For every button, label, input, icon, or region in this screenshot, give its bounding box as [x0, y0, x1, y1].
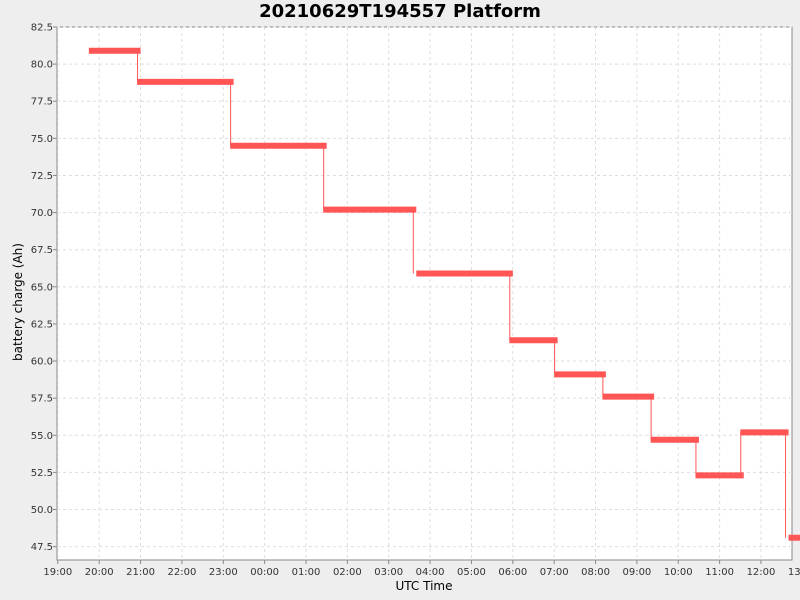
y-tick-label: 67.5	[31, 245, 53, 256]
chart-title: 20210629T194557 Platform	[259, 1, 541, 22]
y-tick-label: 52.5	[31, 468, 53, 479]
series-battery-charge	[88, 47, 800, 541]
x-tick-label: 06:00	[498, 567, 527, 578]
x-tick-label: 02:00	[333, 567, 362, 578]
y-tick-label: 62.5	[31, 319, 53, 330]
y-axis-label: battery charge (Ah)	[11, 243, 25, 361]
x-tick-label: 23:00	[209, 567, 238, 578]
axes: 47.5 50.0 52.5 55.0 57.5 60.0 62.5 65.0 67.5 70.0…	[31, 23, 800, 579]
y-tick-label: 57.5	[31, 394, 53, 405]
y-tick-label: 75.0	[31, 134, 53, 145]
y-tick-label: 77.5	[31, 97, 53, 108]
x-tick-label: 09:00	[622, 567, 651, 578]
y-tick-label: 60.0	[31, 357, 53, 368]
y-tick-label: 70.0	[31, 208, 53, 219]
y-tick-label: 47.5	[31, 542, 53, 553]
x-tick-label: 22:00	[167, 567, 196, 578]
x-tick-label: 20:00	[85, 567, 114, 578]
plot-area	[56, 26, 793, 561]
x-tick-label: 05:00	[457, 567, 486, 578]
x-tick-label: 13:00	[788, 567, 800, 578]
y-tick-label: 82.5	[31, 23, 53, 34]
x-tick-label: 12:00	[747, 567, 776, 578]
y-tick-label: 80.0	[31, 60, 53, 71]
grid	[57, 26, 792, 560]
x-tick-label: 03:00	[374, 567, 403, 578]
x-axis-label: UTC Time	[396, 579, 453, 593]
x-tick-label: 08:00	[581, 567, 610, 578]
x-tick-label: 11:00	[705, 567, 734, 578]
x-tick-label: 21:00	[126, 567, 155, 578]
x-tick-label: 00:00	[250, 567, 279, 578]
x-tick-label: 07:00	[540, 567, 569, 578]
x-tick-label: 10:00	[664, 567, 693, 578]
x-tick-label: 01:00	[292, 567, 321, 578]
y-tick-label: 65.0	[31, 282, 53, 293]
x-tick-label: 19:00	[43, 567, 72, 578]
y-tick-label: 50.0	[31, 505, 53, 516]
x-tick-label: 04:00	[416, 567, 445, 578]
y-tick-label: 55.0	[31, 431, 53, 442]
y-tick-label: 72.5	[31, 171, 53, 182]
